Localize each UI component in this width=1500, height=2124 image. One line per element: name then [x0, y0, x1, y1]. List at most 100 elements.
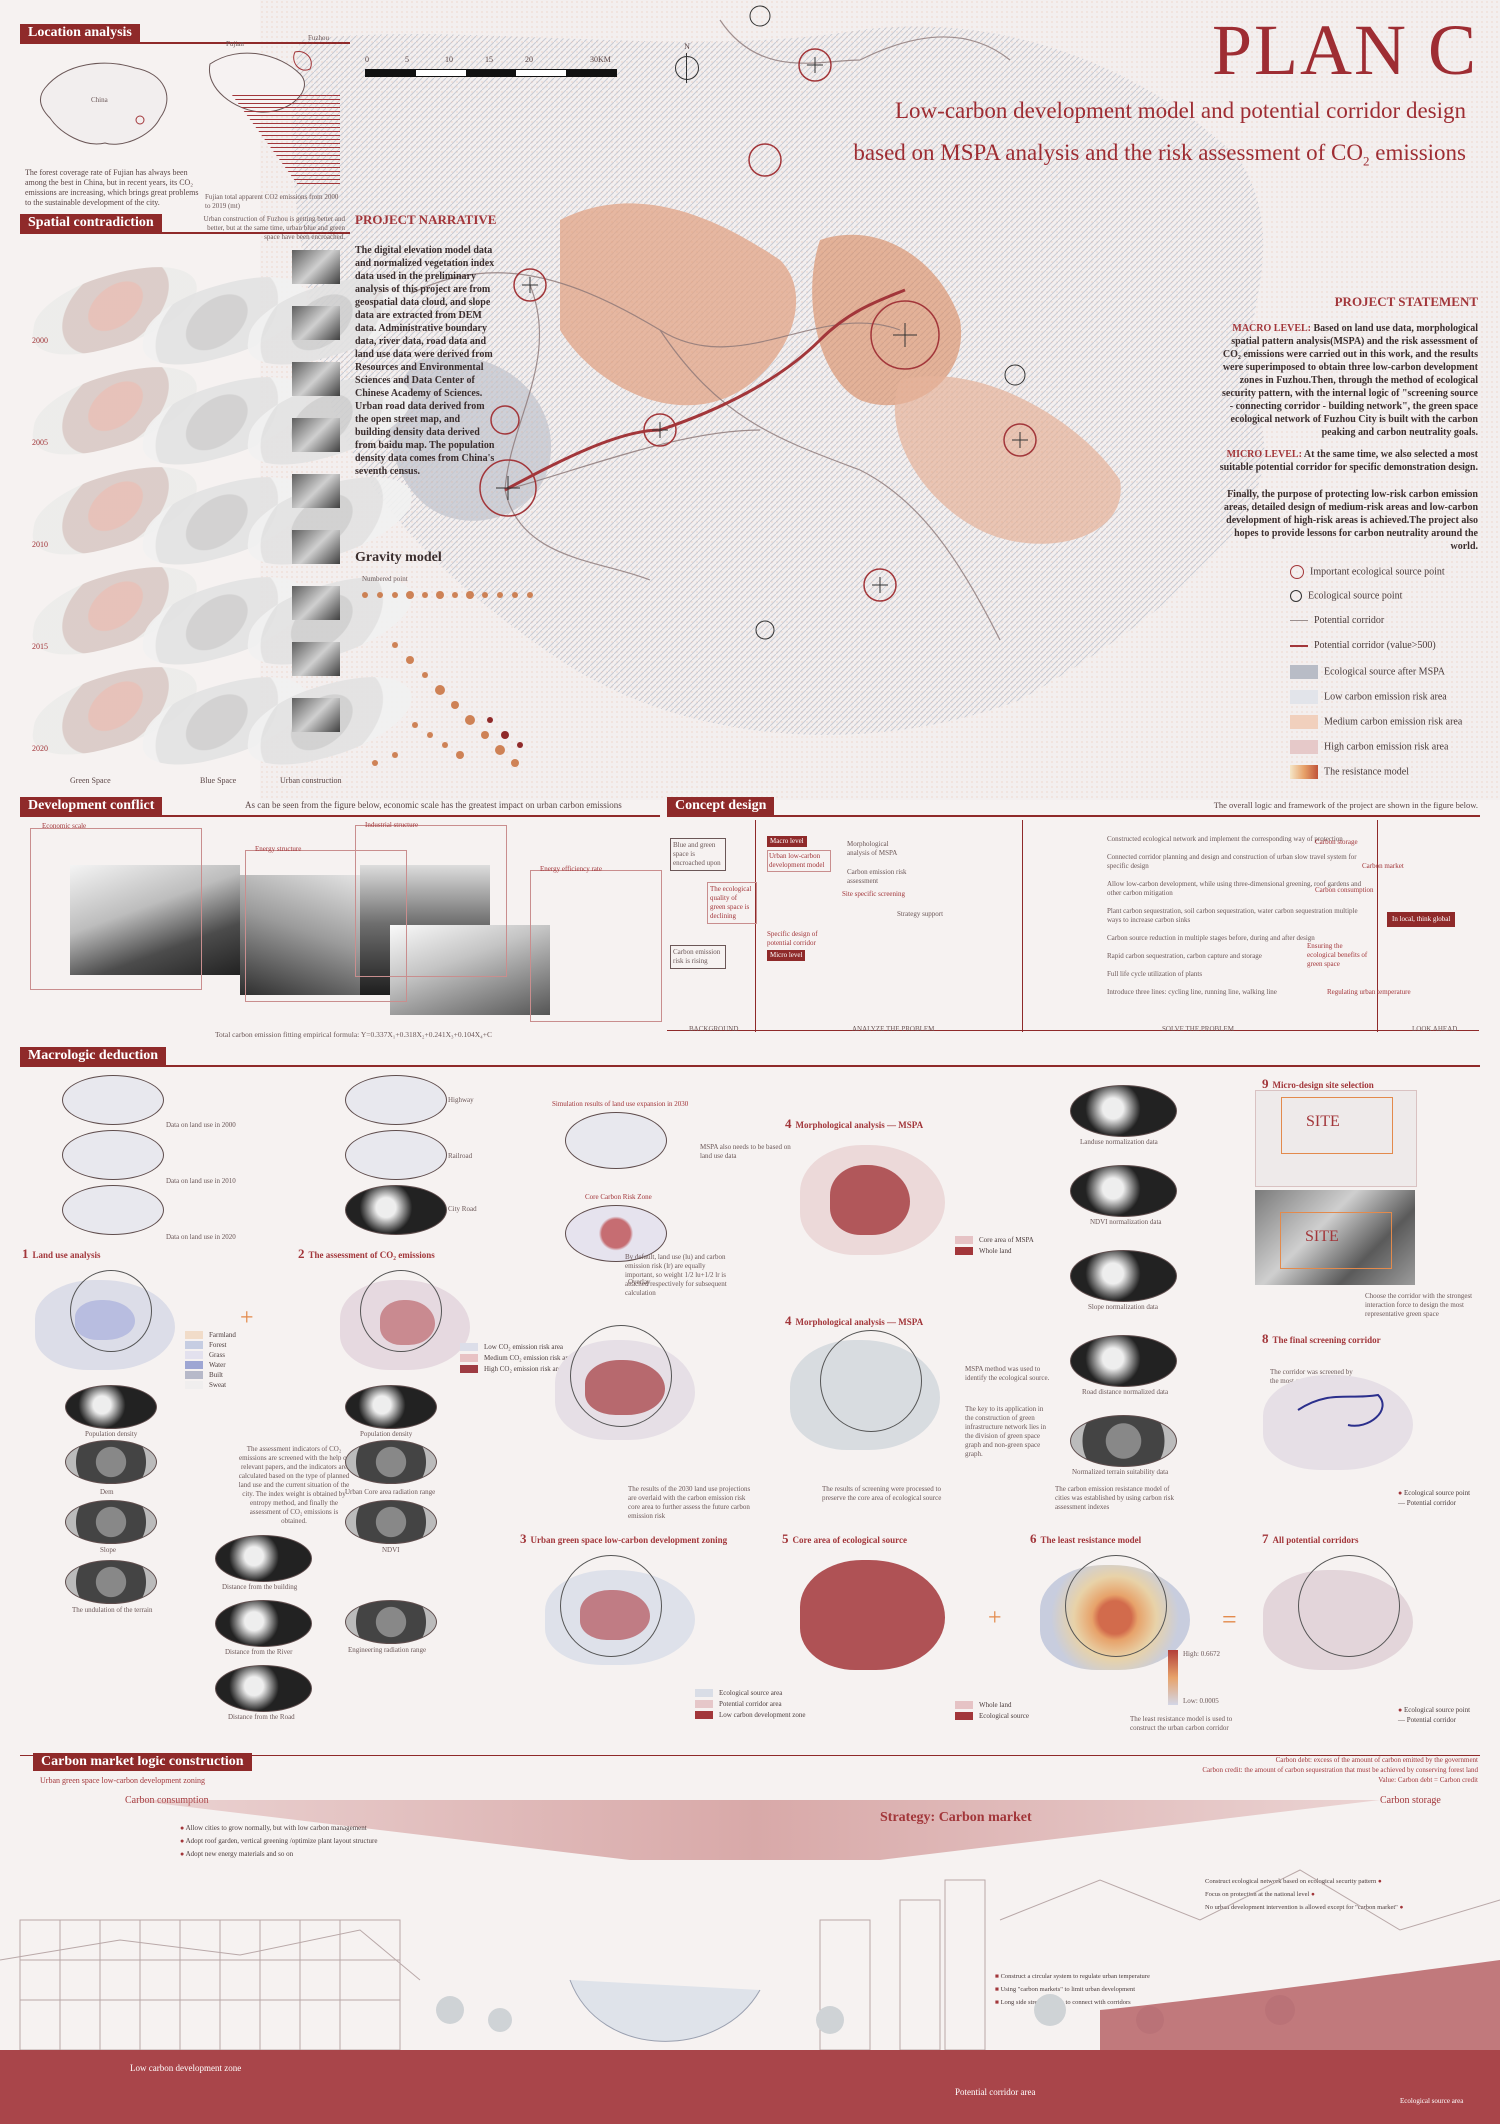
mspa-map-1 — [790, 1135, 955, 1270]
core-source-map — [790, 1550, 955, 1680]
chart-caption: Fujian total apparent CO2 emissions from… — [205, 193, 339, 210]
cityroad-map — [345, 1185, 447, 1235]
legend-label: Potential corridor — [1406, 1716, 1456, 1724]
mspa-legend: Core area of MSPA Whole land — [955, 1235, 1034, 1257]
legend-label: Ecological source area — [719, 1689, 783, 1697]
legend-label: Built — [209, 1371, 224, 1379]
legend-label: Important ecological source point — [1310, 566, 1445, 578]
resistance-text: The carbon emission resistance model of … — [1055, 1485, 1174, 1511]
node-specific-design: Specific design of potential corridor — [767, 930, 818, 947]
scale-label-0: 0 — [365, 55, 369, 64]
zone-potential-corridor: Potential corridor area — [955, 2087, 1036, 2097]
factor-population-label: Population density — [85, 1430, 138, 1438]
outcome-benefits: Ensuring the ecological benefits of gree… — [1307, 942, 1368, 968]
outcome-market: Carbon market — [1362, 862, 1404, 870]
step-1-title: 1 Land use analysis — [22, 1245, 101, 1263]
mspa-map-2 — [780, 1330, 950, 1465]
bullet-right-3: No urban development intervention is all… — [1205, 1904, 1404, 1911]
micro-level-label: MICRO LEVEL: — [1226, 449, 1302, 460]
location-header: Location analysis — [20, 24, 140, 42]
solution-3: Allow low-carbon development, while usin… — [1107, 880, 1362, 897]
legend-label: High CO₂ emission risk area — [484, 1365, 565, 1373]
scale-label-5: 5 — [405, 55, 409, 64]
landuse-2010-map — [62, 1130, 164, 1180]
legend-item-resistance: The resistance model — [1290, 765, 1490, 790]
year-2015: 2015 — [32, 642, 48, 651]
legend-label: Ecological source point — [1403, 1489, 1471, 1497]
photo-column — [292, 250, 344, 750]
legend-item-high-risk: High carbon emission risk area — [1290, 740, 1490, 765]
factor-river-label: Distance from the River — [225, 1648, 293, 1656]
bullet-mid-3: ■ Long side street gardens to connect wi… — [995, 1999, 1131, 2006]
node-strategy: Strategy support — [897, 910, 944, 918]
credit-definition: Carbon credit: the amount of carbon sequ… — [1202, 1766, 1478, 1774]
market-bullets-mid: ■ Construct a circular system to regulat… — [995, 1970, 1150, 2009]
outcome-consumption: Carbon consumption — [1315, 886, 1374, 894]
strategy-label: Strategy: Carbon market — [880, 1810, 1032, 1825]
step-label: The least resistance model — [1040, 1535, 1142, 1545]
factor-undulation-label: The undulation of the terrain — [72, 1606, 153, 1614]
factor-river-map — [215, 1600, 312, 1647]
solution-7: Full life cycle utilization of plants — [1107, 970, 1203, 978]
resistance-high: High: 0.6672 — [1183, 1650, 1220, 1658]
legend-label: Potential corridor — [1406, 1499, 1456, 1507]
mspa-text-3: The key to its application in the constr… — [965, 1405, 1047, 1458]
overlay-result-map — [545, 1320, 705, 1450]
site-text: Choose the corridor with the strongest i… — [1365, 1292, 1473, 1318]
development-rule — [20, 815, 660, 817]
corridor-legend-1: ● Ecological source point — Potential co… — [1398, 1488, 1470, 1508]
bullet-text: Allow cities to grow normally, but with … — [185, 1824, 367, 1832]
bullet-text: No urban development intervention is all… — [1205, 1904, 1398, 1911]
co2-assessment-map — [330, 1260, 480, 1380]
legend-low-co2: Low CO₂ emission risk area — [460, 1342, 574, 1353]
north-arrow: N — [672, 36, 702, 96]
legend-item-source: Ecological source point — [1290, 590, 1490, 615]
legend-pot-corridor: — Potential corridor — [1398, 1499, 1456, 1507]
bullet-text: Focus on protection at the national leve… — [1205, 1891, 1310, 1898]
landuse-2020-map — [62, 1185, 164, 1235]
factor-engineering-map — [345, 1600, 437, 1644]
step-4a-title: 4 Morphological analysis — MSPA — [785, 1115, 923, 1133]
step-2-title: 2 The assessment of CO₂ emissions — [298, 1245, 435, 1263]
resistance-map — [1030, 1550, 1200, 1680]
legend-farmland: Farmland — [185, 1330, 236, 1340]
bg-box-risk: Carbon emission risk is rising — [670, 945, 726, 969]
gravity-title: Gravity model — [355, 550, 442, 565]
norm-road-map — [1070, 1335, 1177, 1387]
corridor-legend-2: ● Ecological source point — Potential co… — [1398, 1705, 1470, 1725]
node-risk: Carbon emission risk assessment — [847, 868, 907, 885]
bullet-right-1: Construct ecological network based on ec… — [1205, 1878, 1382, 1885]
factor-road-map — [215, 1665, 312, 1712]
scale-label-10: 10 — [445, 55, 453, 64]
node-micro: Micro level — [767, 950, 806, 961]
norm-ndvi-label: NDVI normalization data — [1090, 1218, 1162, 1226]
resistance-low: Low: 0.0005 — [1183, 1697, 1219, 1705]
macro-level-text: Based on land use data, morphological sp… — [1222, 323, 1478, 438]
bullet-text: Construct a circular system to regulate … — [1000, 1973, 1150, 1980]
step-label: All potential corridors — [1272, 1535, 1359, 1545]
carbon-storage-label: Carbon storage — [1380, 1795, 1441, 1806]
corridor-500-icon — [1290, 644, 1308, 647]
step-number: 4 — [785, 1313, 792, 1328]
narrative-text: The digital elevation model data and nor… — [355, 245, 495, 477]
bullet-mid-1: ■ Construct a circular system to regulat… — [995, 1973, 1150, 1980]
legend-item-low-risk: Low carbon emission risk area — [1290, 690, 1490, 715]
landuse-2000-map — [62, 1075, 164, 1125]
bullet-text: Construct ecological network based on ec… — [1205, 1878, 1377, 1885]
factor-population-map — [65, 1385, 157, 1429]
step-label: The final screening corridor — [1272, 1335, 1381, 1345]
legend-label: Ecological source — [979, 1712, 1029, 1720]
node-macro: Macro level — [767, 836, 807, 847]
bullet-left-1: ● Allow cities to grow normally, but wit… — [180, 1824, 367, 1832]
factor-energy-structure: Energy structure — [255, 845, 302, 853]
narrative-title: PROJECT NARRATIVE — [355, 212, 497, 227]
macro-header: Macrologic deduction — [20, 1047, 167, 1065]
step-number: 8 — [1262, 1331, 1269, 1346]
year-2010: 2010 — [32, 540, 48, 549]
fujian-label: Fujian — [226, 40, 244, 48]
step-label: The assessment of CO₂ emissions — [308, 1250, 435, 1260]
legend-ecological-source-2: Ecological source — [955, 1711, 1029, 1722]
legend-label: Core area of MSPA — [979, 1236, 1034, 1244]
emission-bar-chart — [205, 95, 340, 190]
legend-label: Ecological source point — [1403, 1706, 1471, 1714]
